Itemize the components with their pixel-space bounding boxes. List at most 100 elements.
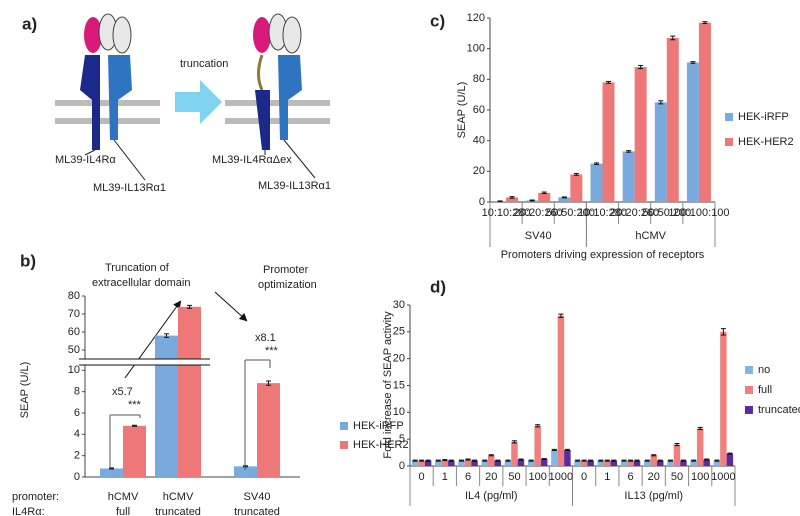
x-tick-label: 20 — [485, 471, 497, 483]
y-tick-label: 60 — [68, 326, 80, 338]
bar — [178, 306, 201, 477]
y-axis-label: Fold increase of SEAP activity — [382, 311, 394, 459]
bar — [424, 460, 432, 466]
bar — [481, 460, 488, 466]
receptor-label: ML39-IL4RαΔex — [212, 154, 292, 166]
annotation: Truncation of — [105, 262, 170, 274]
annotation: x5.7 — [112, 386, 133, 398]
bar — [633, 460, 641, 466]
bar — [540, 459, 548, 466]
annotation: optimization — [258, 279, 317, 291]
x-tick-label: SV40 — [244, 491, 271, 503]
x-tick-label: 50:50:200 — [642, 207, 691, 219]
y-axis-label: SEAP (U/L) — [19, 362, 31, 419]
bar — [558, 197, 571, 202]
bar — [471, 460, 478, 466]
panel-label: a) — [22, 14, 37, 33]
bar — [650, 455, 657, 466]
bar — [720, 331, 727, 466]
group-label: IL13 (pg/ml) — [624, 490, 683, 502]
bar — [680, 460, 687, 466]
bar — [557, 315, 565, 466]
y-axis-label: SEAP (U/L) — [456, 82, 468, 139]
x-tick-label: 1000 — [549, 471, 573, 483]
x-tick-label: 20 — [648, 471, 660, 483]
bar — [666, 37, 679, 202]
bar — [534, 425, 541, 466]
receptor-truncated — [253, 13, 302, 150]
x-tick-label: 10:10:280 — [578, 207, 627, 219]
bar — [602, 82, 615, 202]
bar — [506, 197, 519, 202]
y-tick-label: 2 — [74, 450, 80, 462]
bar — [100, 468, 123, 477]
bar — [726, 453, 734, 466]
y-tick-label: 20 — [393, 353, 405, 365]
y-tick-label: 20 — [473, 165, 485, 177]
bar — [580, 460, 588, 466]
panel-a: a) truncation ML39-IL4Rα ML39-IL13Rα1 ML… — [22, 13, 331, 194]
y-tick-label: 5 — [399, 433, 405, 445]
bar — [551, 449, 558, 466]
panel-label: b) — [20, 251, 36, 270]
x-tick-label: 20:20:260 — [514, 207, 563, 219]
bar — [517, 459, 525, 466]
y-tick-label: 0 — [74, 471, 80, 483]
bar — [411, 460, 419, 466]
legend-label: full — [758, 384, 772, 396]
bar — [703, 459, 710, 466]
y-tick-label: 80 — [68, 290, 80, 302]
legend-swatch — [340, 441, 348, 449]
legend-swatch — [725, 113, 733, 121]
annotation: *** — [128, 399, 142, 411]
x-tick-label: 1000 — [711, 471, 735, 483]
bar — [673, 444, 681, 466]
y-tick-label: 80 — [473, 73, 485, 85]
y-tick-label: 30 — [393, 299, 405, 311]
y-tick-label: 25 — [393, 326, 405, 338]
y-tick-label: 10 — [68, 364, 80, 376]
x-tick-label: 20:20:260 — [610, 207, 659, 219]
bar — [622, 151, 635, 202]
bar — [234, 466, 257, 477]
x-tick-label: 1 — [442, 471, 448, 483]
bar — [435, 460, 442, 466]
bar — [257, 383, 280, 477]
bar — [634, 67, 647, 202]
x-tick-label: 50 — [508, 471, 520, 483]
x-tick-label: 50 — [671, 471, 683, 483]
bar — [574, 460, 581, 466]
panel-label: d) — [430, 277, 446, 296]
x-tick-label: hCMV — [163, 491, 194, 503]
x-subtick-label: truncated — [155, 506, 201, 516]
bar — [464, 459, 472, 466]
arrow — [175, 80, 222, 124]
axis-break — [79, 359, 204, 365]
bar — [511, 441, 518, 466]
y-tick-label: 0 — [479, 196, 485, 208]
bar — [696, 428, 704, 466]
group-label: IL4 (pg/ml) — [465, 490, 518, 502]
y-tick-label: 40 — [473, 135, 485, 147]
x-tick-label: 10:10:280 — [482, 207, 531, 219]
receptor-full — [80, 13, 132, 150]
y-tick-label: 60 — [473, 104, 485, 116]
bar — [604, 460, 611, 466]
x-tick-label: 50:50:200 — [546, 207, 595, 219]
bar — [686, 62, 699, 202]
bar — [590, 163, 603, 202]
receptor-label: ML39-IL13Rα1 — [258, 180, 331, 192]
y-tick-label: 8 — [74, 386, 80, 398]
y-tick-label: 100 — [467, 43, 485, 55]
legend-swatch — [745, 366, 753, 374]
x-tick-label: 0 — [419, 471, 425, 483]
x-axis-label: Promoters driving expression of receptor… — [501, 249, 705, 261]
bar — [448, 460, 455, 466]
y-tick-label: 120 — [467, 12, 485, 24]
bar — [564, 449, 571, 466]
x-tick-label: 100 — [691, 471, 709, 483]
bar — [504, 460, 512, 466]
bar — [597, 460, 605, 466]
legend-label: HEK-iRFP — [738, 111, 789, 123]
